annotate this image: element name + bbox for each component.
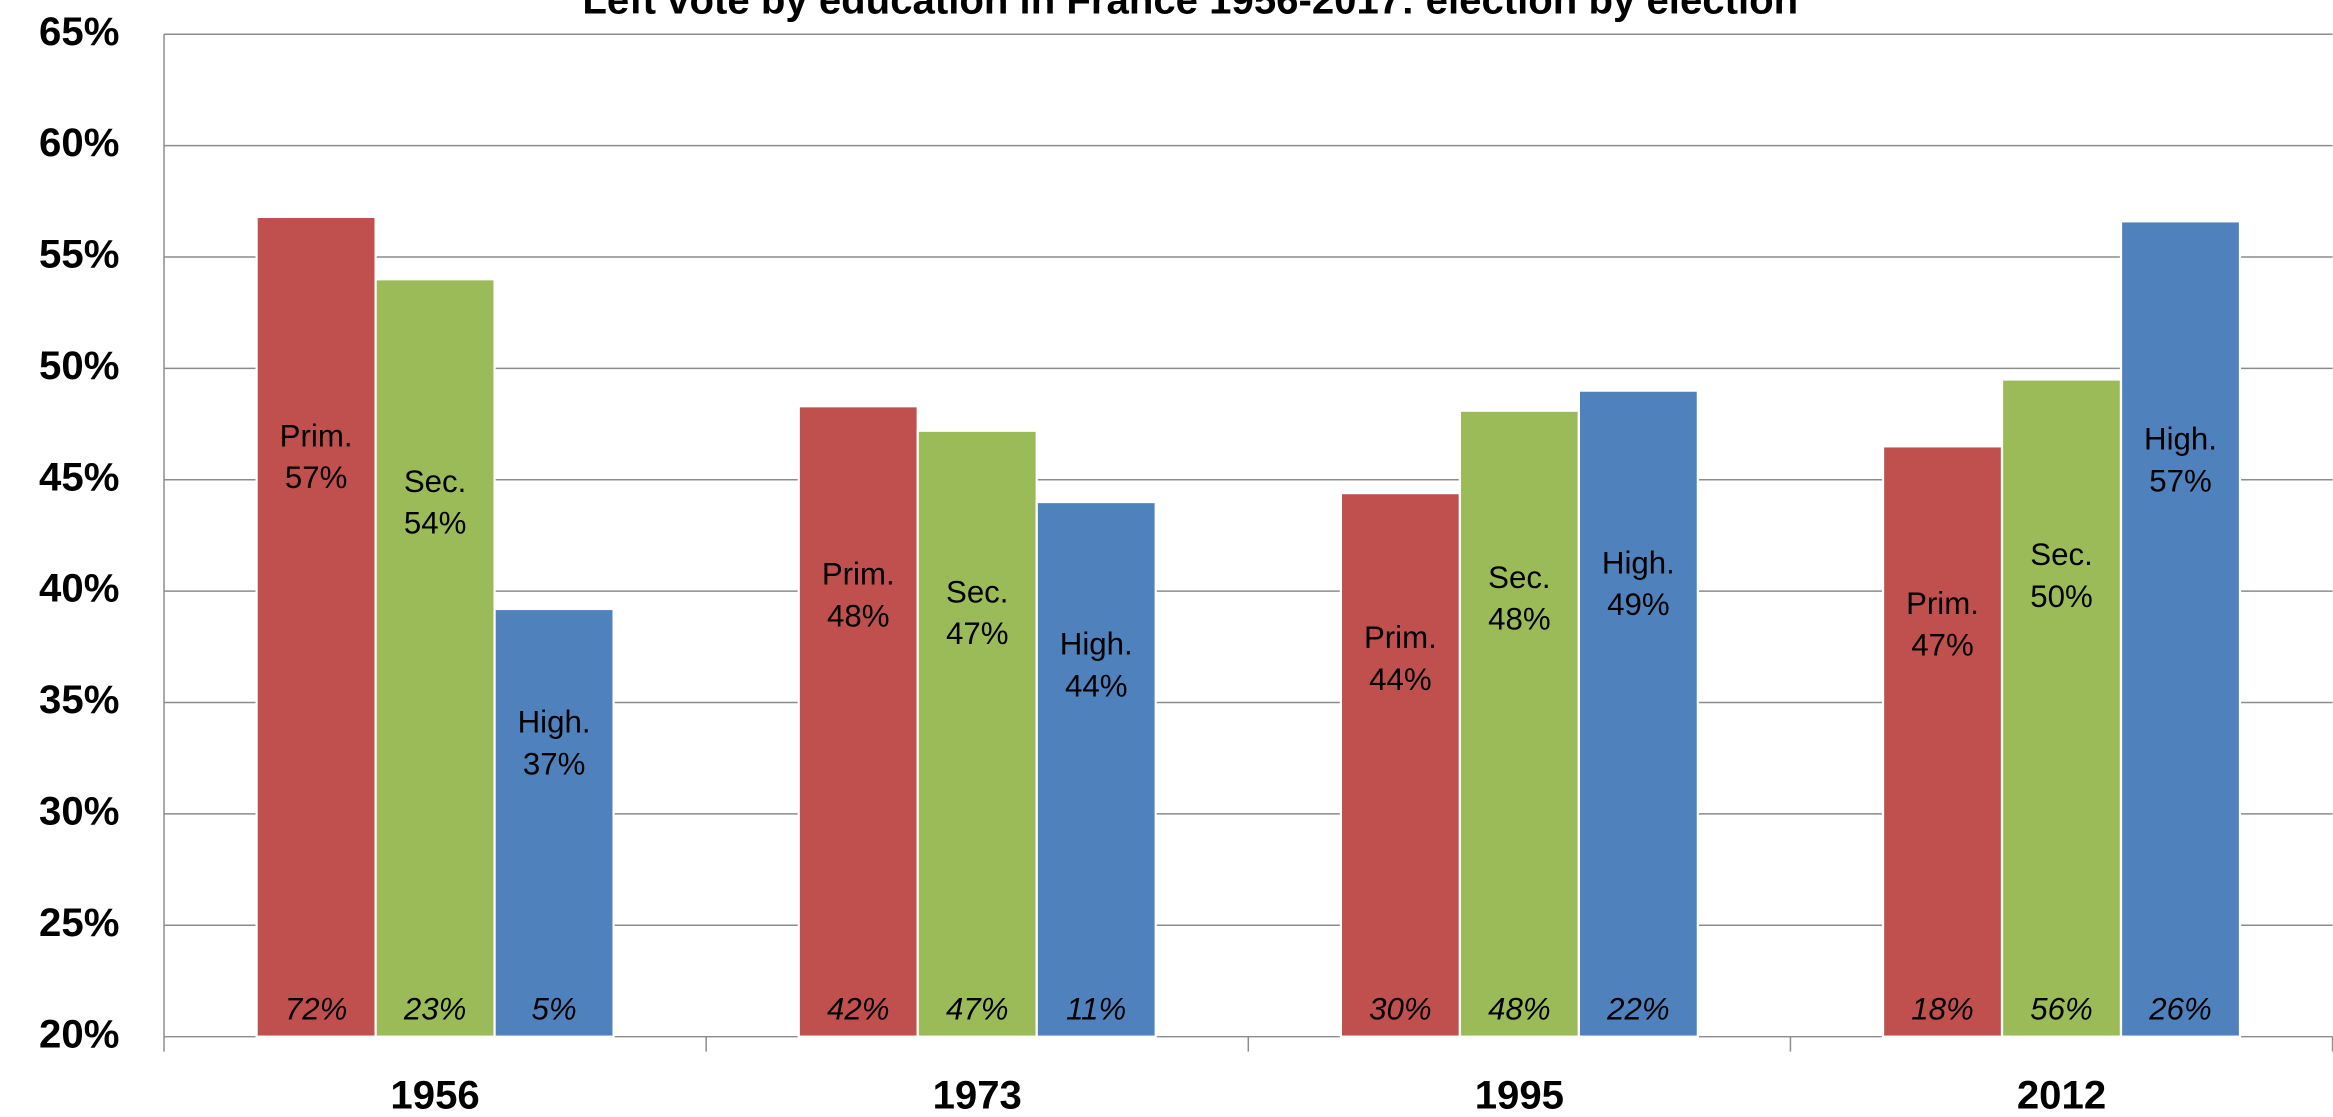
y-tick-label: 35% xyxy=(39,677,119,722)
bar-series-label: Prim. xyxy=(822,557,895,592)
bar-series-label: Sec. xyxy=(404,464,466,499)
share-label: 23% xyxy=(403,992,466,1027)
bar-label: 48% xyxy=(827,598,889,633)
share-label: 56% xyxy=(2030,992,2092,1027)
y-tick-label: 25% xyxy=(39,900,119,945)
bar xyxy=(255,215,377,1038)
share-label: 48% xyxy=(1488,992,1550,1027)
bar-series-label: Prim. xyxy=(280,418,353,453)
share-label: 72% xyxy=(285,992,347,1027)
bar xyxy=(1577,389,1699,1038)
bar-series-label: High. xyxy=(1060,627,1133,662)
bar-series-label: Sec. xyxy=(946,575,1008,610)
bar xyxy=(1035,500,1157,1038)
bar xyxy=(1881,445,2004,1038)
y-tick-label: 45% xyxy=(39,454,119,499)
bar-label: 44% xyxy=(1369,662,1431,697)
bar-series-label: Sec. xyxy=(1488,560,1550,595)
y-tick-label: 60% xyxy=(39,120,119,165)
y-tick-label: 65% xyxy=(39,9,119,54)
bar-series-label: Prim. xyxy=(1906,586,1979,621)
share-label: 42% xyxy=(827,992,889,1027)
chart-title: Left vote by education in France 1956-20… xyxy=(582,0,1798,23)
bar xyxy=(493,607,615,1038)
bar-label: 48% xyxy=(1488,602,1550,637)
x-tick-label: 1973 xyxy=(933,1072,1022,1117)
x-tick-label: 1995 xyxy=(1475,1072,1564,1117)
bar-label: 44% xyxy=(1065,668,1127,703)
bar xyxy=(374,278,496,1038)
bar xyxy=(2000,378,2123,1038)
bar-label: 57% xyxy=(2149,463,2211,498)
bar-series-label: High. xyxy=(2144,422,2217,457)
bar-label: 49% xyxy=(1607,587,1669,622)
share-label: 47% xyxy=(946,992,1008,1027)
bar xyxy=(1339,492,1461,1038)
y-tick-label: 20% xyxy=(39,1011,119,1056)
bar-series-label: Sec. xyxy=(2030,537,2092,572)
share-label: 26% xyxy=(2148,992,2211,1027)
share-label: 11% xyxy=(1066,992,1126,1027)
y-tick-label: 50% xyxy=(39,343,119,388)
bar-label: 54% xyxy=(404,506,466,541)
bar-label: 47% xyxy=(946,616,1008,651)
x-tick-label: 2012 xyxy=(2017,1072,2106,1117)
y-tick-label: 40% xyxy=(39,566,119,611)
bar-series-label: High. xyxy=(1602,545,1675,580)
bar-label: 37% xyxy=(523,746,585,781)
y-tick-label: 55% xyxy=(39,232,119,277)
bar xyxy=(797,405,919,1038)
bar-series-label: Prim. xyxy=(1364,620,1437,655)
bar-label: 47% xyxy=(1911,628,1973,663)
bar-series-label: High. xyxy=(518,705,591,740)
bar xyxy=(2119,220,2242,1038)
share-label: 5% xyxy=(532,992,577,1027)
share-label: 30% xyxy=(1369,992,1431,1027)
bar-label: 57% xyxy=(285,460,347,495)
x-tick-label: 1956 xyxy=(390,1072,479,1117)
bar xyxy=(1458,409,1580,1038)
bar xyxy=(916,429,1038,1038)
y-tick-label: 30% xyxy=(39,789,119,834)
share-label: 22% xyxy=(1606,992,1669,1027)
share-label: 18% xyxy=(1911,992,1973,1027)
bar-label: 50% xyxy=(2030,579,2092,614)
